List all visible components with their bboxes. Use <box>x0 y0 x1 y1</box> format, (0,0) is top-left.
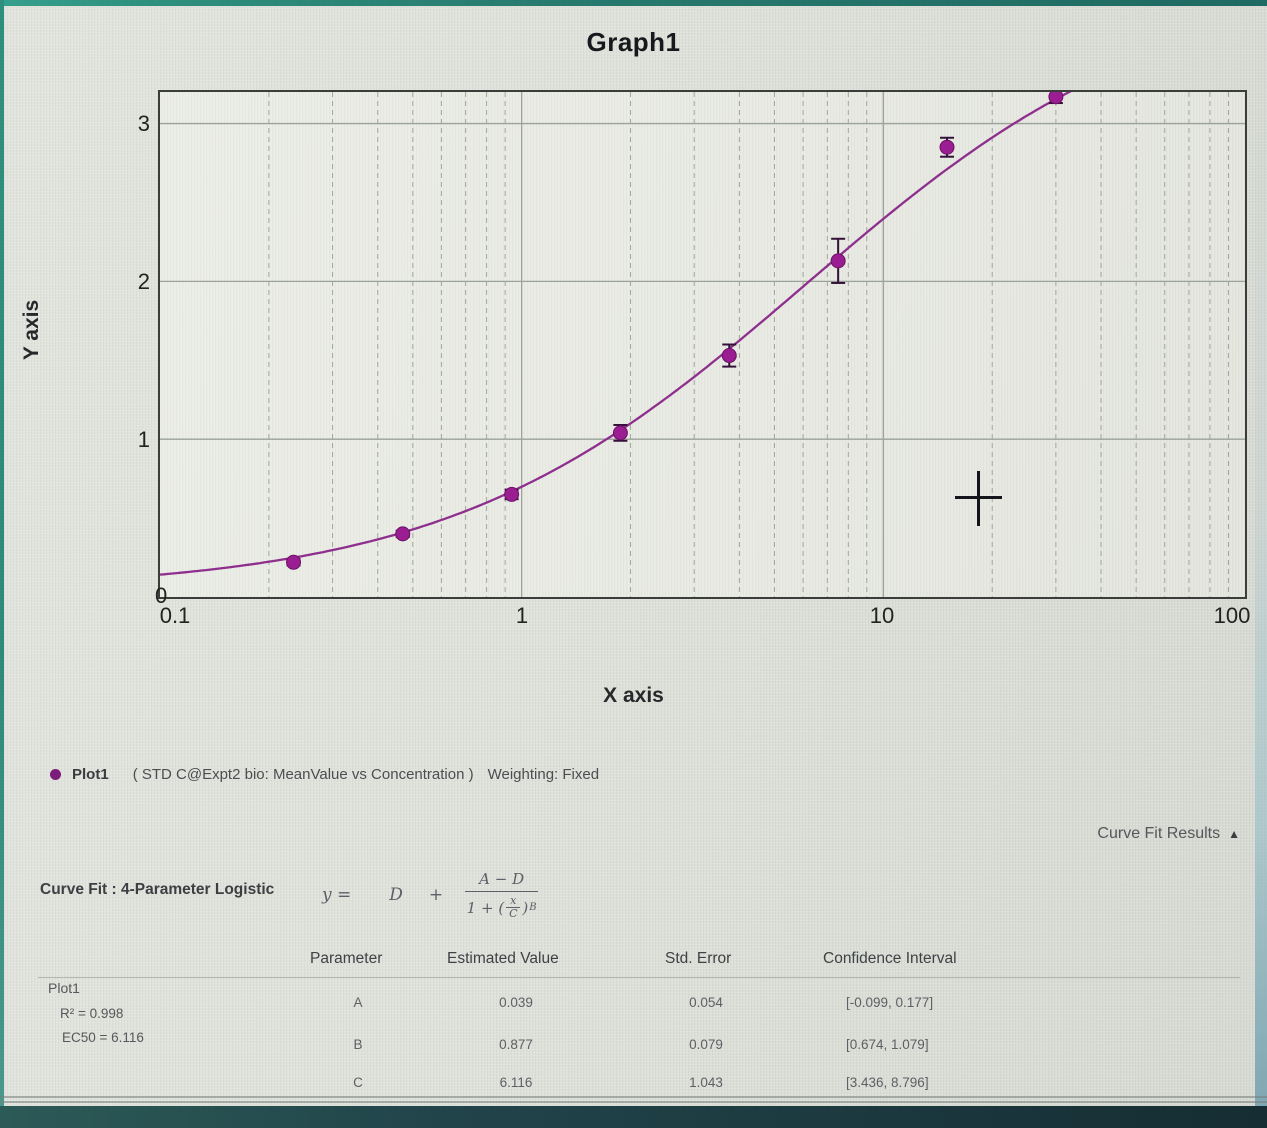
graph-title: Graph1 <box>586 27 681 57</box>
stats-ec50: EC50 = 6.116 <box>62 1030 144 1045</box>
plot-area[interactable] <box>158 90 1247 599</box>
bottom-divider-line <box>0 1101 1267 1103</box>
curve-fit-formula: y = D + A − D 1 + ( x C ) B <box>322 858 539 932</box>
window-edge-right <box>1255 0 1267 1106</box>
formula-den-close: ) <box>522 898 529 917</box>
curve-fit-model-label: Curve Fit : 4-Parameter Logistic <box>40 881 275 898</box>
cell-estimated-value: 0.039 <box>499 995 533 1010</box>
results-header-label: Curve Fit Results <box>1097 825 1221 842</box>
table-row-a: A 0.039 0.054 [-0.099, 0.177] <box>0 995 1267 1015</box>
cell-estimated-value: 0.877 <box>499 1037 533 1052</box>
cell-parameter: A <box>353 995 363 1010</box>
x-tick-1: 1 <box>515 603 529 628</box>
table-row-c: C 6.116 1.043 [3.436, 8.796] <box>0 1075 1267 1095</box>
table-header-divider <box>38 977 1240 978</box>
stats-plot-name: Plot1 <box>48 980 80 996</box>
col-header-std-error: Std. Error <box>665 950 732 967</box>
cell-confidence-interval: [0.674, 1.079] <box>846 1037 929 1052</box>
window-edge-top <box>0 0 1267 6</box>
formula-inner-numerator: x <box>506 895 521 908</box>
y-tick-3: 3 <box>137 111 150 136</box>
legend-description: ( STD C@Expt2 bio: MeanValue vs Concentr… <box>132 766 474 783</box>
formula-inner-fraction: x C <box>506 895 521 920</box>
col-header-confidence-interval: Confidence Interval <box>823 950 957 967</box>
formula-fraction: A − D 1 + ( x C ) B <box>465 870 539 919</box>
y-axis-label: Y axis <box>20 299 43 361</box>
collapse-triangle-icon: ▲ <box>1228 827 1240 841</box>
screen-bottom-edge <box>0 1106 1267 1128</box>
formula-numerator: A − D <box>465 870 539 893</box>
formula-plus-sign: + <box>428 885 444 905</box>
y-tick-0: 0 <box>155 583 168 608</box>
col-header-estimated-value: Estimated Value <box>447 950 559 967</box>
formula-den-prefix: 1 + ( <box>466 898 505 917</box>
table-row-b: B 0.877 0.079 [0.674, 1.079] <box>0 1037 1267 1057</box>
cell-std-error: 0.079 <box>689 1037 723 1052</box>
cell-std-error: 1.043 <box>689 1075 723 1090</box>
formula-lhs: y = <box>322 885 352 905</box>
window-edge-left <box>0 0 4 1106</box>
formula-d-term: D <box>389 885 403 905</box>
standard-curve-chart <box>160 92 1245 597</box>
cell-confidence-interval: [-0.099, 0.177] <box>846 995 934 1010</box>
formula-denominator: 1 + ( x C ) B <box>467 892 537 919</box>
y-tick-1: 1 <box>137 427 150 452</box>
cell-parameter: C <box>353 1075 363 1090</box>
y-tick-2: 2 <box>137 269 150 294</box>
plot1-marker-icon <box>50 769 61 780</box>
bottom-divider-line <box>0 1096 1267 1098</box>
cell-std-error: 0.054 <box>689 995 723 1010</box>
x-axis-label: X axis <box>603 684 664 707</box>
col-header-parameter: Parameter <box>310 950 383 967</box>
cell-parameter: B <box>353 1037 363 1052</box>
x-tick-100: 100 <box>1213 603 1251 628</box>
legend-row: Plot1 ( STD C@Expt2 bio: MeanValue vs Co… <box>50 766 613 783</box>
x-tick-10: 10 <box>869 603 895 628</box>
legend-plot-name: Plot1 <box>72 766 109 783</box>
cell-estimated-value: 6.116 <box>499 1075 533 1090</box>
formula-inner-denominator: C <box>509 907 518 920</box>
x-tick-0.1: 0.1 <box>159 603 191 628</box>
curve-fit-results-toggle[interactable]: Curve Fit Results ▲ <box>1097 825 1240 843</box>
legend-weighting: Weighting: Fixed <box>487 766 600 783</box>
formula-exponent: B <box>529 902 537 913</box>
cell-confidence-interval: [3.436, 8.796] <box>846 1075 929 1090</box>
stats-r-squared: R² = 0.998 <box>60 1006 124 1021</box>
